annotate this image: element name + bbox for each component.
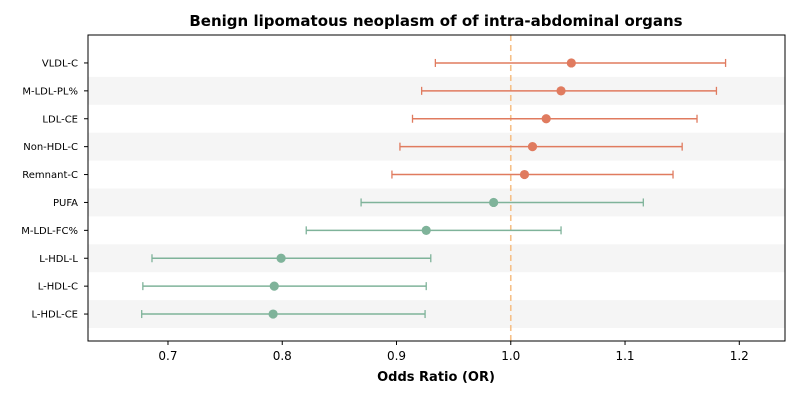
x-axis: 0.7 0.8 0.9 1.0 1.1 1.2 (158, 341, 749, 363)
x-tick-label: 1.0 (501, 349, 520, 363)
y-tick-label: VLDL-C (42, 58, 78, 69)
odds-ratio-point (519, 169, 530, 180)
odds-ratio-point (276, 253, 286, 263)
x-axis-label: Odds Ratio (OR) (377, 370, 495, 385)
x-tick-label: 0.9 (387, 349, 406, 363)
y-tick-label: L-HDL-CE (31, 310, 78, 321)
odds-ratio-point (527, 142, 538, 152)
y-tick-label: M-LDL-FC% (21, 226, 78, 237)
y-tick-label: Non-HDL-C (23, 142, 78, 153)
x-tick-label: 0.8 (273, 349, 292, 363)
odds-ratio-point (566, 58, 576, 68)
odds-ratio-point (489, 197, 499, 208)
plot-frame (87, 34, 786, 342)
y-tick-label: LDL-CE (42, 114, 78, 125)
y-tick-label: PUFA (53, 198, 78, 209)
x-tick-label: 1.1 (615, 349, 634, 363)
odds-ratio-point (269, 281, 279, 291)
estimate-rows (141, 58, 727, 319)
y-axis-labels: VLDL-C M-LDL-PL% LDL-CE Non-HDL-C Remnant-C P… (21, 58, 88, 321)
chart-title: Benign lipomatous neoplasm of of intra-a… (189, 12, 682, 30)
odds-ratio-point (421, 225, 431, 235)
odds-ratio-point (556, 86, 566, 96)
x-tick-label: 1.2 (730, 349, 749, 363)
y-tick-label: L-HDL-L (39, 254, 78, 265)
odds-ratio-point (268, 309, 278, 319)
odds-ratio-point (541, 114, 551, 124)
y-tick-label: M-LDL-PL% (22, 86, 78, 97)
y-tick-label: L-HDL-C (38, 282, 78, 293)
x-tick-label: 0.7 (158, 349, 177, 363)
y-tick-label: Remnant-C (22, 170, 78, 181)
